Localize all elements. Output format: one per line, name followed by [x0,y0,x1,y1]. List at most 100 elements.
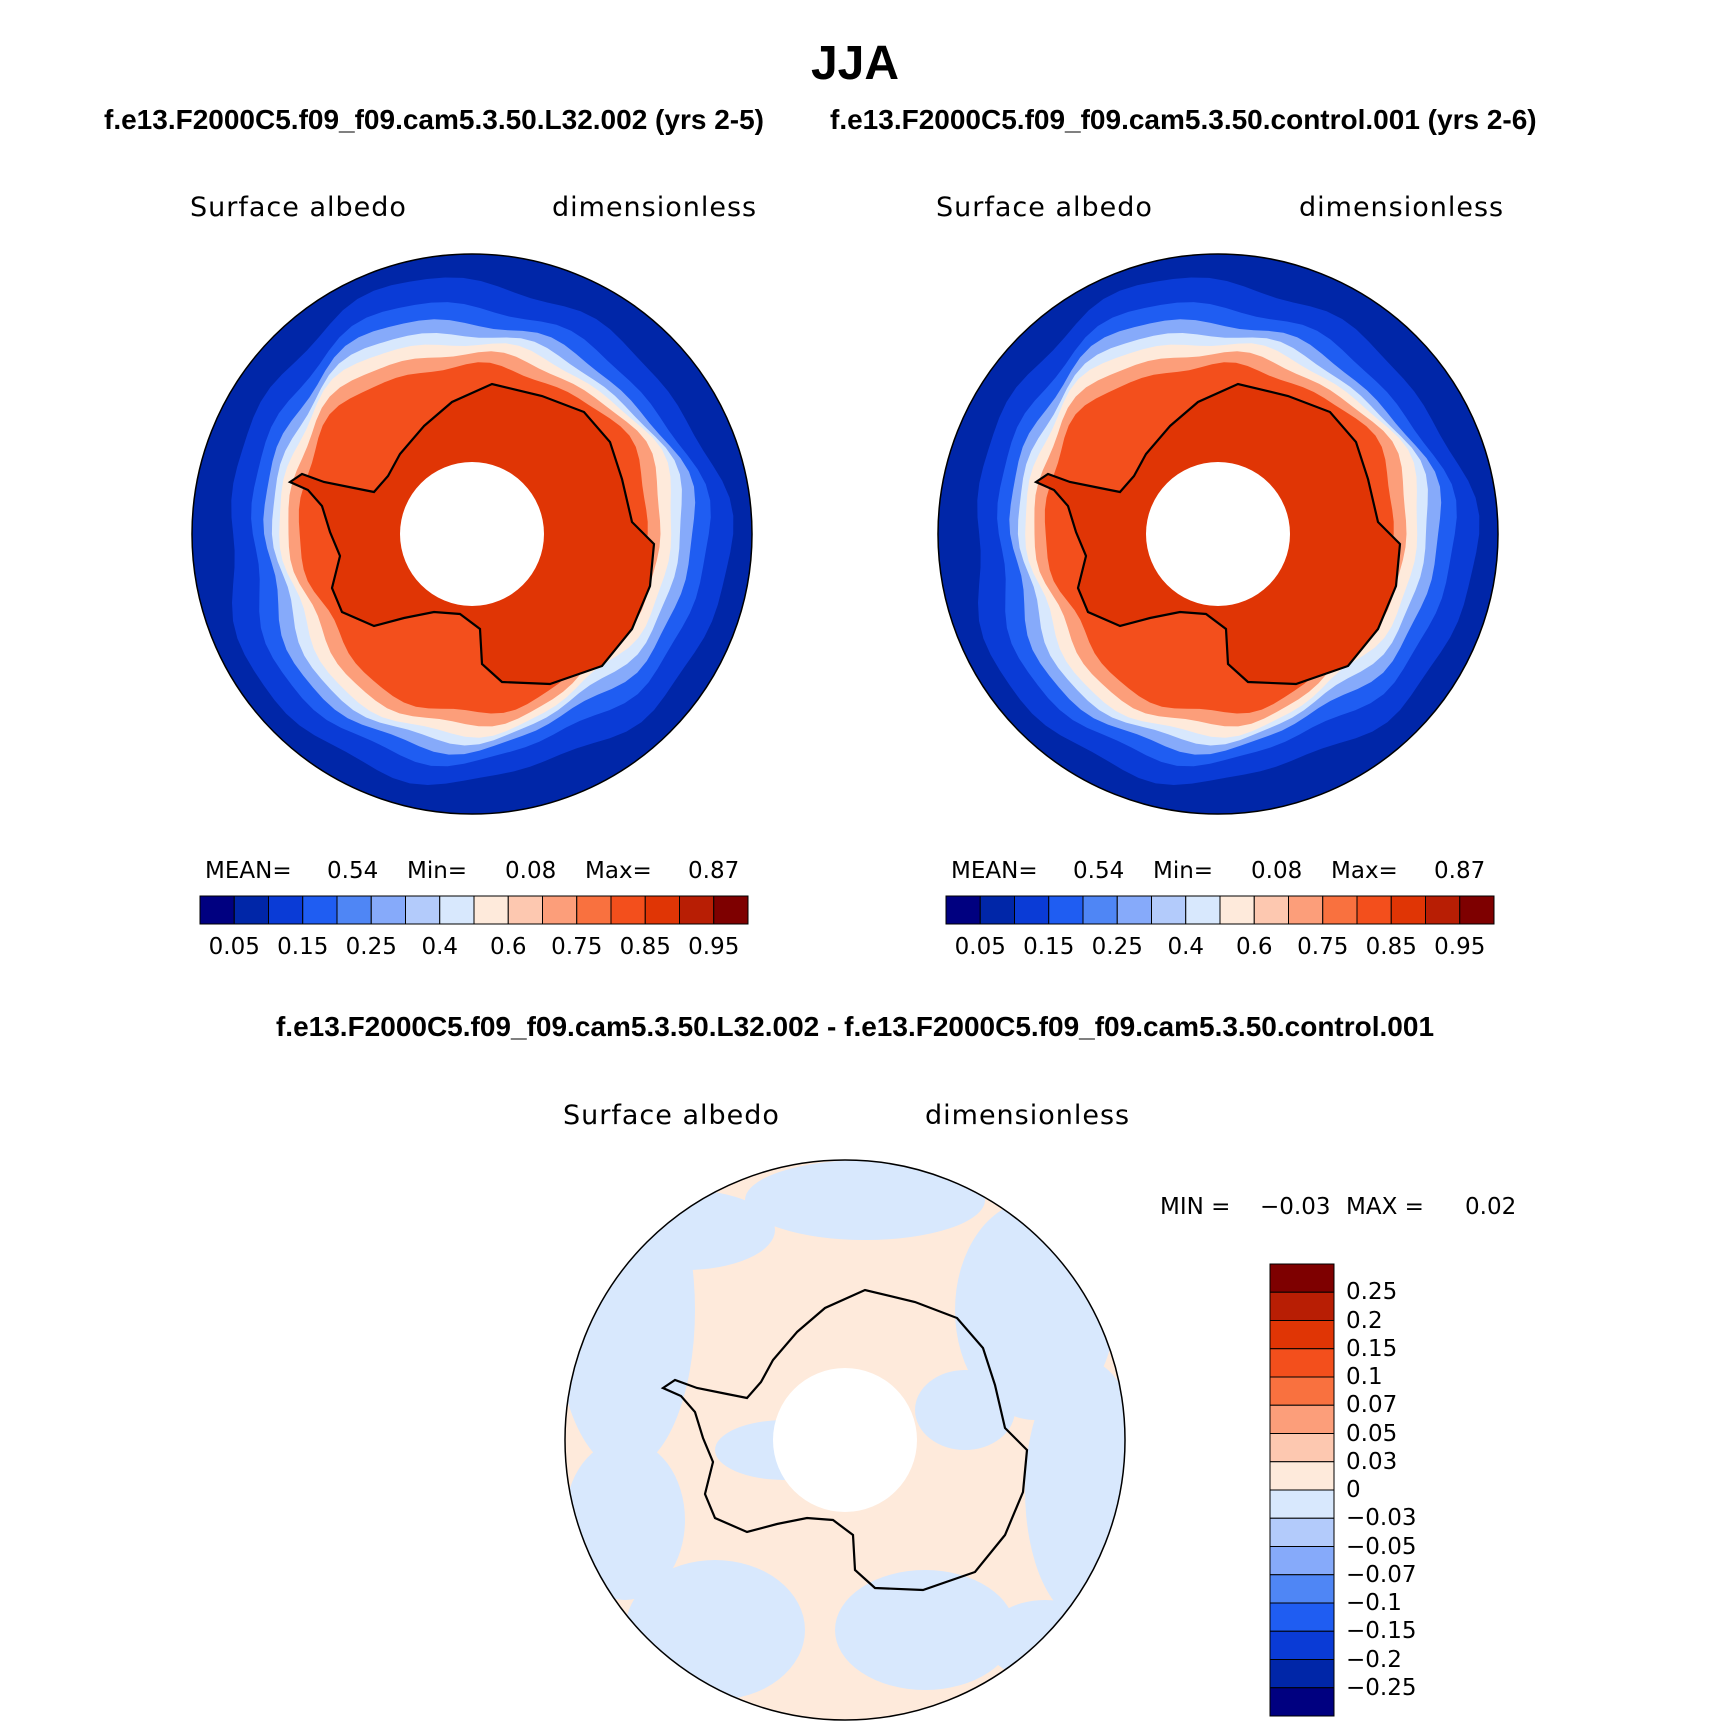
colorbar-tick-label: 0.15 [1023,934,1075,960]
colorbar-swatch [233,895,269,925]
panel-right-run-title: f.e13.F2000C5.f09_f09.cam5.3.50.control.… [830,104,1537,135]
colorbar-tick-label: 0.25 [1346,1279,1398,1306]
colorbar-swatch [1459,895,1495,925]
mean-value: 0.54 [327,858,379,884]
colorbar-swatch [1269,1517,1335,1547]
colorbar-tick-label: 0.95 [688,934,740,960]
antarctica-coastline [660,1288,1029,1592]
colorbar-swatch [302,895,338,925]
mean-label: MEAN= [951,858,1038,884]
pole-hole [400,462,544,606]
diff-positive-patch [565,1440,685,1600]
colorbar-tick-label: 0.2 [1346,1307,1383,1334]
colorbar-swatch [1390,895,1426,925]
colorbar-swatch [1219,895,1255,925]
colorbar-tick-label: 0.4 [1167,934,1205,960]
pole-hole [1146,462,1290,606]
colorbar-swatch [1269,1546,1335,1576]
colorbar-tick-label: 0 [1346,1477,1361,1503]
map-difference-surface-albedo [564,1159,1126,1721]
colorbar-tick-label: −0.07 [1346,1561,1417,1588]
colorbar-tick-label: 0.05 [1346,1420,1398,1447]
colorbar-tick-label: −0.2 [1346,1646,1402,1673]
colorbar-swatch [1253,895,1289,925]
colorbar-tick-label: 0.6 [1235,934,1273,960]
colorbar-right [945,895,1495,925]
colorbar-tick-label: 0.25 [345,934,397,960]
page-title: JJA [810,37,900,90]
colorbar-tick-label: 0.25 [1091,934,1143,960]
colorbar-swatch [1269,1348,1335,1378]
map-border [937,253,1499,815]
colorbar-tick-label: −0.05 [1346,1533,1417,1560]
colorbar-tick-label: −0.1 [1346,1590,1402,1616]
mean-label: MEAN= [205,858,292,884]
colorbar-swatch [1151,895,1187,925]
colorbar-swatch [1116,895,1152,925]
max-value: 0.87 [1434,858,1486,884]
min-value: 0.08 [1251,858,1303,884]
diff-positive-patch [565,1160,695,1470]
max-label: Max= [1331,858,1398,884]
diff-positive-patch [915,1370,1015,1450]
colorbar-swatch [1269,1602,1335,1632]
diff-positive-patch [835,1570,1015,1690]
map-border [191,253,753,815]
colorbar-swatch [576,895,612,925]
colorbar-swatch [644,895,680,925]
colorbar-swatch [405,895,441,925]
colorbar-swatch [945,895,981,925]
colorbar-swatch [1269,1574,1335,1604]
antarctica-coastline [287,382,656,686]
colorbar-tick-label: 0.03 [1346,1448,1398,1475]
panel-right-variable-label: Surface albedo [936,192,1153,223]
colorbar-swatch [979,895,1015,925]
map-left-surface-albedo [191,253,753,815]
colorbar-tick-label: −0.25 [1346,1674,1417,1701]
colorbar-swatch [1269,1687,1335,1717]
colorbar-swatch [1425,895,1461,925]
colorbar-swatch [1048,895,1084,925]
difference-stats: MIN = −0.03 MAX = 0.02 [1160,1194,1560,1224]
colorbar-swatch [1269,1659,1335,1689]
colorbar-tick-label: 0.95 [1434,934,1486,960]
colorbar-swatch [1269,1489,1335,1519]
min-value: 0.08 [505,858,557,884]
colorbar-tick-label: 0.6 [489,934,527,960]
colorbar-swatch [439,895,475,925]
colorbar-swatch [610,895,646,925]
colorbar-tick-label: 0.07 [1346,1392,1398,1419]
difference-title: f.e13.F2000C5.f09_f09.cam5.3.50.L32.002 … [275,1011,1435,1042]
colorbar-swatch [1269,1404,1335,1434]
pole-hole [773,1368,917,1512]
colorbar-swatch [1269,1263,1335,1293]
diff-positive-patch [985,1600,1105,1680]
colorbar-swatch [507,895,543,925]
colorbar-tick-label: −0.15 [1346,1618,1417,1645]
colorbar-swatch [1269,1291,1335,1321]
diff-positive-patch [1025,1360,1125,1620]
map-right-surface-albedo [937,253,1499,815]
colorbar-tick-label: 0.85 [619,934,671,960]
colorbar-swatch [1269,1461,1335,1491]
diff-max-value: 0.02 [1465,1194,1517,1220]
panel-left-variable-label: Surface albedo [190,192,407,223]
colorbar-swatch [1269,1376,1335,1406]
colorbar-swatch [1288,895,1324,925]
colorbar-tick-label: 0.1 [1346,1364,1383,1390]
colorbar-swatch [336,895,372,925]
colorbar-difference [1269,1263,1335,1717]
diff-min-value: −0.03 [1260,1194,1331,1220]
map-border [564,1159,1126,1721]
colorbar-tick-label: 0.15 [1346,1335,1398,1362]
colorbar-swatch [1269,1630,1335,1660]
colorbar-swatch [1185,895,1221,925]
colorbar-left [199,895,749,925]
colorbar-tick-label: 0.15 [277,934,329,960]
colorbar-swatch [268,895,304,925]
panel-left-stats: MEAN= 0.54 Min= 0.08 Max= 0.87 [205,858,765,888]
colorbar-swatch [1014,895,1050,925]
max-label: Max= [585,858,652,884]
colorbar-tick-label: 0.4 [421,934,459,960]
min-label: Min= [407,858,468,884]
